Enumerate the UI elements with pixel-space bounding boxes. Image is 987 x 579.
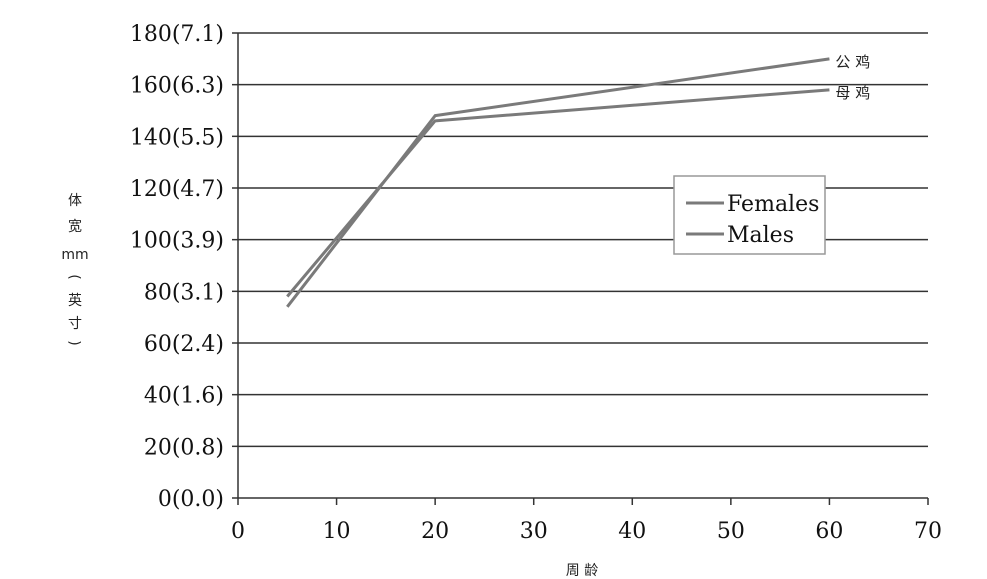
series-lines xyxy=(286,57,830,308)
series-end-labels: 母 鸡公 鸡 xyxy=(835,53,870,102)
x-tick-label: 20 xyxy=(421,519,449,544)
y-tick-label: 140(5.5) xyxy=(130,125,224,150)
x-axis-title: 周 龄 xyxy=(566,563,598,579)
y-axis-title-char: 体 xyxy=(68,193,82,209)
axes xyxy=(232,32,929,505)
series-line-females xyxy=(286,88,830,298)
y-axis-title-char: 宽 xyxy=(68,218,82,235)
y-tick-label: 120(4.7) xyxy=(130,177,224,202)
legend: Females Males xyxy=(673,175,826,255)
y-tick-labels: 0(0.0) 20(0.8) 40(1.6) 60(2.4) 80(3.1) 100(3.… xyxy=(130,22,224,512)
x-tick-label: 60 xyxy=(815,519,843,544)
legend-box xyxy=(673,175,826,255)
legend-label-males: Males xyxy=(727,223,794,248)
y-tick-label: 20(0.8) xyxy=(144,435,224,460)
series-line-males xyxy=(286,57,830,308)
y-tick-label: 0(0.0) xyxy=(158,487,224,512)
y-axis-title: 体宽 mm ( 英寸) xyxy=(61,193,88,346)
y-tick-label: 60(2.4) xyxy=(144,332,224,357)
grid-lines xyxy=(238,32,928,448)
y-axis-title-char: mm xyxy=(61,247,88,263)
y-axis-title-char: ) xyxy=(66,340,82,345)
series-end-label-males: 公 鸡 xyxy=(835,53,870,71)
x-tick-label: 0 xyxy=(231,519,245,544)
y-axis-title-char: ( xyxy=(66,274,82,279)
series-end-label-females: 母 鸡 xyxy=(835,84,870,102)
y-tick-label: 40(1.6) xyxy=(144,384,224,409)
x-tick-label: 70 xyxy=(914,519,942,544)
x-tick-label: 40 xyxy=(618,519,646,544)
x-tick-label: 30 xyxy=(520,519,548,544)
y-axis-title-char: 英 xyxy=(68,292,82,309)
y-tick-label: 160(6.3) xyxy=(130,74,224,99)
x-tick-label: 50 xyxy=(717,519,745,544)
y-tick-label: 80(3.1) xyxy=(144,280,224,305)
x-tick-labels: 0 10 20 30 40 50 60 70 xyxy=(231,519,942,544)
legend-label-females: Females xyxy=(727,192,819,217)
y-axis-title-char: 寸 xyxy=(68,316,82,332)
y-tick-label: 180(7.1) xyxy=(130,22,224,47)
x-tick-label: 10 xyxy=(323,519,351,544)
y-tick-label: 100(3.9) xyxy=(130,229,224,254)
